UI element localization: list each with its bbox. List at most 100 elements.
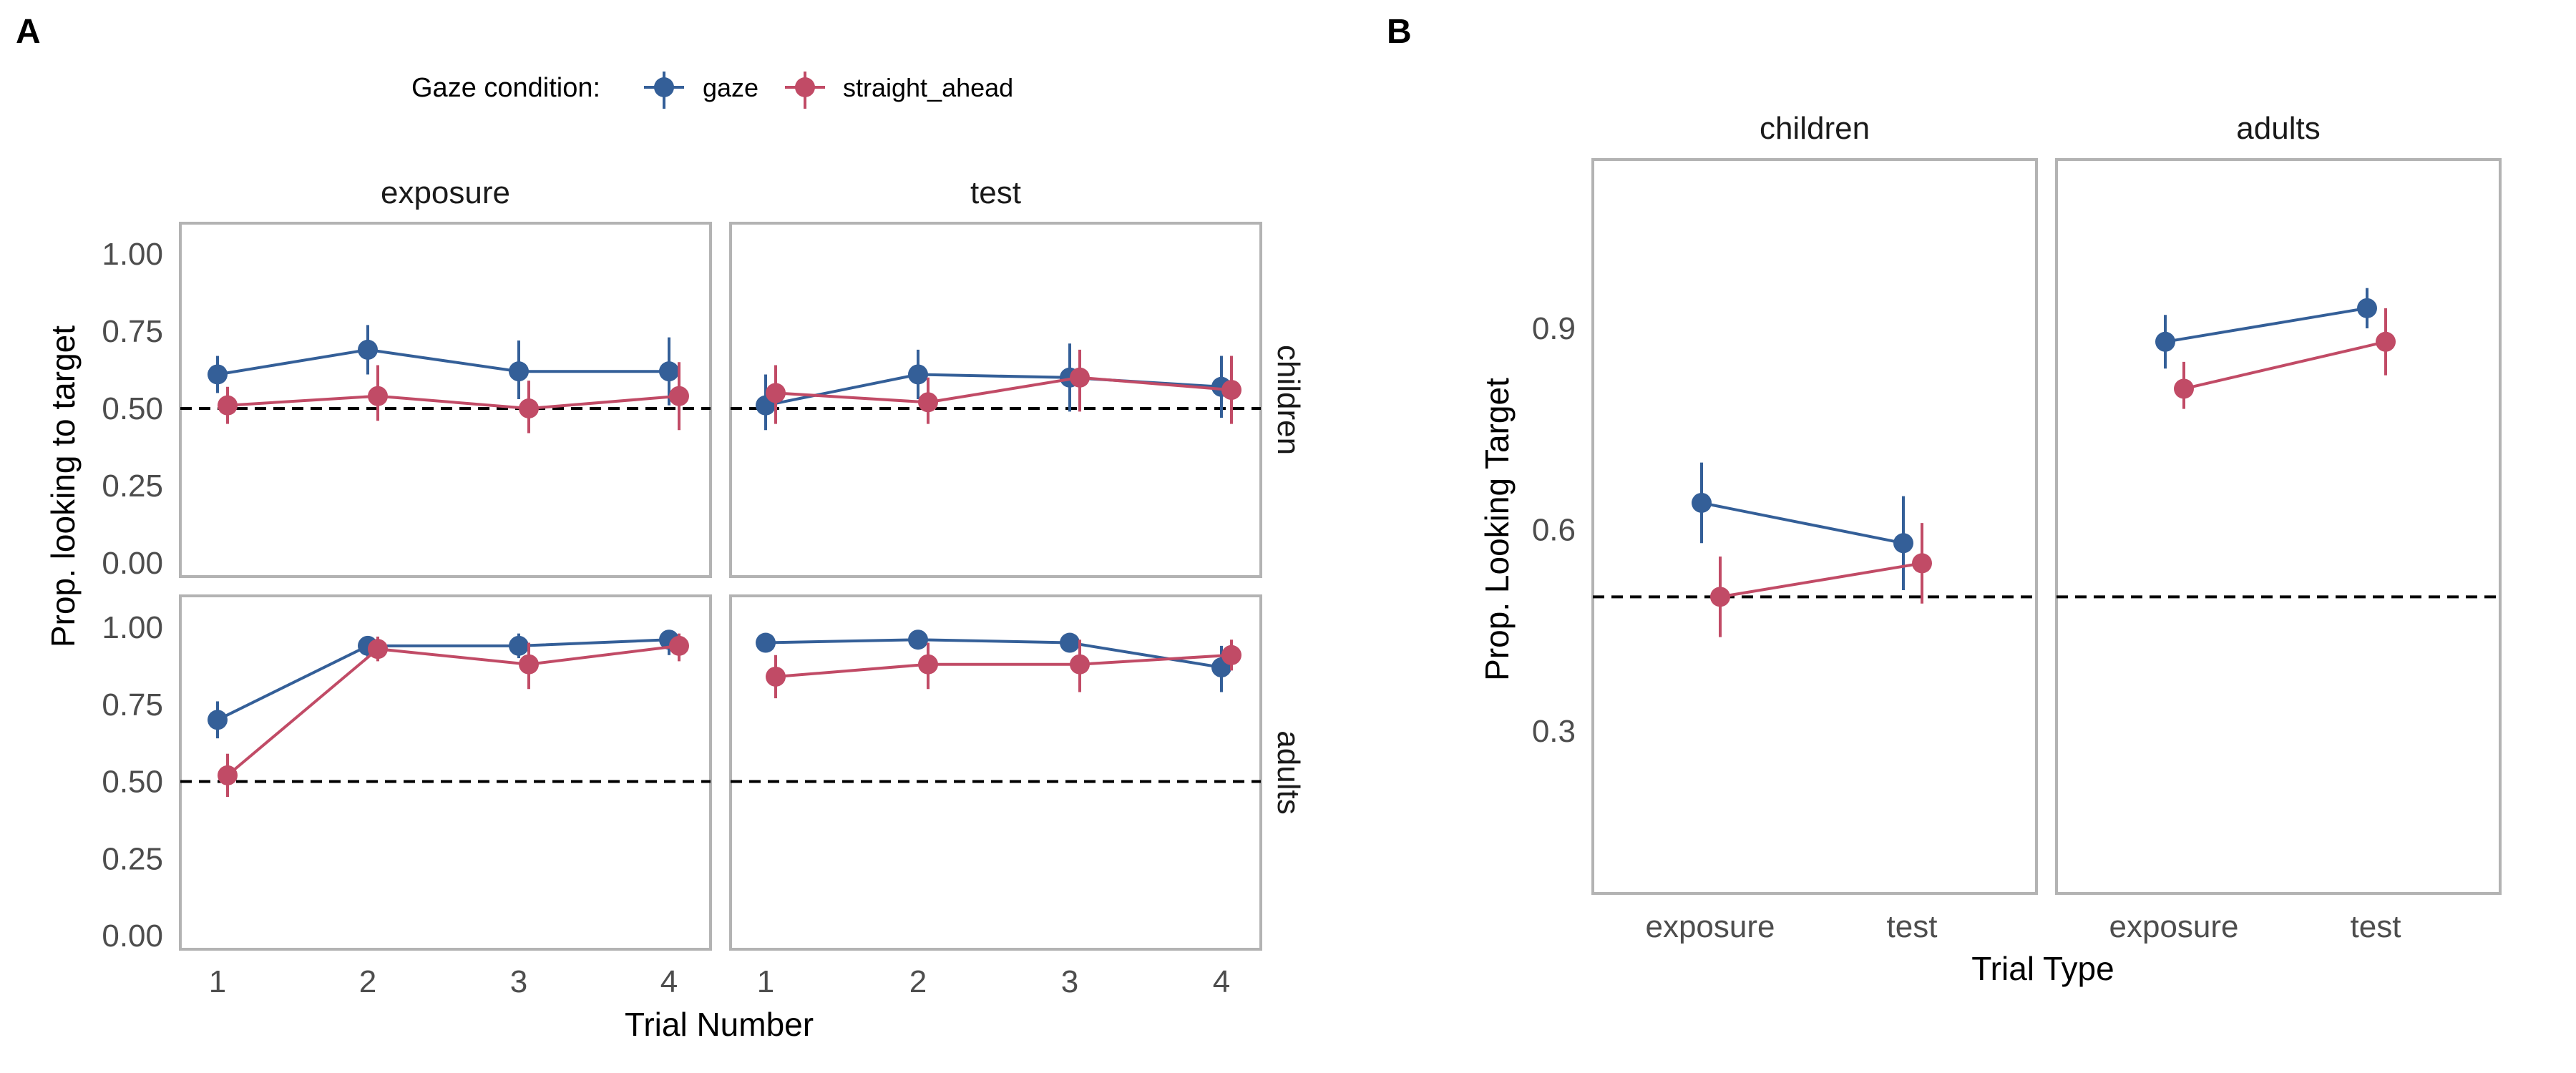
y-tick-children-3: 0.75 [102,314,163,349]
series-line-gaze-children [1701,501,1904,545]
panel-b-x-axis-title: Trial Type [1971,950,2114,987]
series-line-gaze-adults-exposure [217,638,670,722]
facet-frame-children-exposure [179,222,712,578]
legend-key-straight-ahead [785,72,825,109]
facet-frame-children-test [729,222,1262,578]
y-tick-adults-4: 1.00 [102,610,163,645]
point-gaze-children-2 [1893,533,1913,554]
point-gaze-adults-1 [2155,331,2175,352]
point-straight-ahead-children-2 [1912,553,1932,574]
point-gaze-children-exposure-1 [208,364,228,385]
y-tick-children-4: 1.00 [102,237,163,272]
facet-frame-adults-test [729,594,1262,951]
legend-label-straight-ahead: straight_ahead [843,73,1013,102]
x-tick-test-2: 2 [909,964,927,999]
y-tick-b-0: 0.3 [1532,714,1576,749]
point-straight-ahead-adults-1 [2174,378,2194,399]
point-straight-ahead-children-1 [1710,587,1730,607]
point-straight-ahead-adults-exposure-2 [368,639,388,660]
point-straight-ahead-children-exposure-3 [519,398,539,418]
x-tick-exposure-2: 2 [359,964,376,999]
series-line-gaze-children-test [765,373,1222,407]
point-gaze-children-1 [1692,492,1712,513]
legend-key-gaze [644,72,684,109]
facet-children [1591,158,2038,895]
strip-adults: adults [2236,111,2320,146]
facet-children-exposure [179,222,712,578]
point-gaze-adults-test-3 [1060,632,1080,653]
point-straight-ahead-children-exposure-2 [368,386,388,406]
legend: Gaze condition: gaze straight_ahead [411,72,1013,109]
legend-label-gaze: gaze [703,73,758,102]
series-line-straight-ahead-children [1719,562,1923,599]
series-line-straight-ahead-children-exposure [227,394,680,411]
point-gaze-adults-exposure-1 [208,710,228,730]
point-gaze-adults-test-1 [756,632,776,653]
y-tick-children-2: 0.50 [102,391,163,426]
x-tick-exposure-1: 1 [209,964,226,999]
series-line-gaze-children-exposure [217,348,669,376]
x-tick-test-4: 4 [1213,964,1230,999]
point-straight-ahead-children-exposure-4 [669,386,689,406]
point-straight-ahead-adults-test-1 [766,666,786,687]
x-tick-children-exposure: exposure [1645,909,1775,944]
x-tick-test-3: 3 [1061,964,1078,999]
x-tick-children-test: test [1887,909,1938,944]
facet-adults-test [729,594,1262,951]
point-gaze-children-exposure-3 [509,361,529,382]
point-gaze-children-exposure-2 [358,339,378,360]
panel-a-letter: A [16,13,41,51]
series-line-straight-ahead-children-test [775,376,1232,404]
y-tick-adults-3: 0.75 [102,687,163,722]
point-gaze-adults-exposure-3 [509,635,529,656]
x-tick-adults-exposure: exposure [2109,909,2238,944]
x-tick-adults-test: test [2351,909,2401,944]
point-straight-ahead-adults-exposure-1 [218,765,238,785]
facet-frame-adults-exposure [179,594,712,951]
y-tick-children-1: 0.25 [102,469,163,504]
strip-children: children [1760,111,1870,146]
point-gaze-children-exposure-4 [659,361,679,382]
strip-test: test [970,175,1021,210]
y-tick-b-2: 0.9 [1532,311,1576,346]
facet-frame-children [1591,158,2038,895]
x-tick-exposure-4: 4 [660,964,678,999]
point-straight-ahead-adults-test-3 [1070,654,1090,675]
strip-adults: adults [1271,730,1306,814]
point-straight-ahead-children-test-2 [918,392,938,413]
point-straight-ahead-adults-2 [2376,331,2396,352]
point-gaze-adults-2 [2357,298,2377,318]
series-line-straight-ahead-adults [2183,340,2386,391]
panel-a-chart: exposure test children adults 0.00 0.25 0.50 0.… [102,175,1306,999]
point-straight-ahead-children-test-3 [1070,367,1090,388]
strip-exposure: exposure [381,175,510,210]
panel-a-y-axis-title: Prop. looking to target [44,325,82,647]
x-tick-test-1: 1 [757,964,774,999]
facet-frame-adults [2055,158,2502,895]
legend-title: Gaze condition: [411,73,600,103]
series-line-gaze-adults-test [765,638,1222,669]
series-line-gaze-adults [2165,306,2368,343]
point-straight-ahead-adults-test-2 [918,654,938,675]
point-straight-ahead-children-test-1 [766,383,786,403]
strip-children: children [1271,345,1306,455]
y-tick-adults-1: 0.25 [102,841,163,876]
y-tick-adults-2: 0.50 [102,765,163,800]
point-gaze-children-test-2 [908,364,928,385]
facet-adults [2055,158,2502,895]
point-straight-ahead-adults-exposure-4 [669,635,689,656]
y-tick-children-0: 0.00 [102,546,163,581]
point-straight-ahead-adults-test-4 [1221,645,1241,665]
x-tick-exposure-3: 3 [510,964,527,999]
series-line-straight-ahead-adults-exposure [226,644,680,777]
panel-b-letter: B [1387,13,1412,51]
panel-b-chart: children adults 0.3 0.6 0.9 exposure test expos… [1532,111,2502,944]
panel-b-y-axis-title: Prop. Looking Target [1478,378,1516,681]
panel-a-x-axis-title: Trial Number [625,1006,814,1043]
facet-adults-exposure [179,594,712,951]
point-straight-ahead-adults-exposure-3 [519,654,539,675]
point-gaze-adults-test-2 [908,629,928,650]
y-tick-b-1: 0.6 [1532,513,1576,548]
facet-children-test [729,222,1262,578]
